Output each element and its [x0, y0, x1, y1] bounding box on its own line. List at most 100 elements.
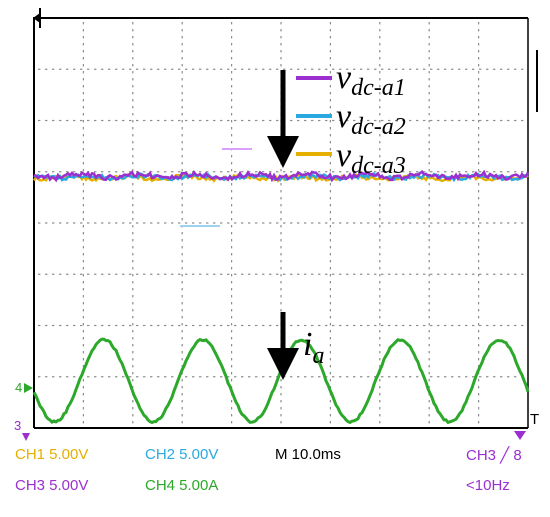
grid-dot — [181, 155, 183, 158]
grid-dot — [150, 119, 153, 122]
grid-dot — [329, 316, 331, 319]
grid-dot — [82, 169, 84, 172]
grid-dot — [479, 222, 482, 224]
grid-dot — [231, 225, 233, 228]
grid-dot — [164, 222, 167, 224]
grid-dot — [379, 36, 381, 39]
grid-dot — [329, 50, 331, 53]
grid-dot — [379, 225, 381, 228]
grid-dot — [360, 119, 363, 122]
grid-dot — [428, 85, 430, 88]
grid-dot — [82, 148, 84, 151]
grid-dot — [181, 197, 183, 200]
grid-dot — [82, 155, 84, 158]
grid-dot — [478, 78, 480, 81]
grid-dot — [220, 68, 223, 70]
grid-dot — [231, 162, 233, 165]
grid-dot — [231, 253, 233, 256]
grid-dot — [241, 273, 244, 275]
grid-dot — [181, 260, 183, 263]
ch1-scale-readout: CH1 5.00V — [15, 446, 89, 463]
grid-dot — [122, 376, 125, 378]
grid-dot — [428, 253, 430, 256]
grid-dot — [185, 171, 188, 173]
grid-dot — [73, 222, 76, 224]
grid-dot — [339, 376, 342, 378]
grid-dot — [479, 68, 482, 70]
grid-dot — [329, 169, 331, 172]
grid-dot — [52, 324, 55, 327]
grid-dot — [329, 211, 331, 214]
grid-dot — [82, 71, 84, 74]
grid-dot — [428, 134, 430, 137]
grid-dot — [478, 407, 480, 410]
grid-dot — [199, 273, 202, 275]
grid-dot — [38, 324, 41, 327]
grid-dot — [143, 376, 146, 378]
grid-dot — [181, 351, 183, 354]
grid-dot — [329, 99, 331, 102]
grid-dot — [478, 246, 480, 249]
grid-dot — [73, 119, 76, 122]
grid-dot — [478, 204, 480, 207]
grid-dot — [59, 119, 62, 122]
grid-dot — [82, 190, 84, 193]
grid-dot — [478, 344, 480, 347]
grid-dot — [181, 309, 183, 312]
grid-dot — [379, 169, 381, 172]
grid-dot — [379, 204, 381, 207]
grid-dot — [255, 273, 258, 275]
grid-dot — [132, 246, 134, 249]
grid-dot — [181, 323, 183, 326]
grid-dot — [231, 211, 233, 214]
grid-dot — [280, 64, 282, 67]
grid-dot — [478, 127, 480, 130]
grid-dot — [231, 169, 233, 172]
grid-dot — [360, 222, 363, 224]
grid-dot — [108, 273, 111, 275]
grid-dot — [346, 273, 349, 275]
grid-dot — [379, 288, 381, 291]
grid-dot — [329, 36, 331, 39]
grid-dot — [185, 273, 188, 275]
grid-dot — [332, 119, 335, 122]
grid-dot — [428, 260, 430, 263]
grid-dot — [280, 386, 282, 389]
grid-dot — [329, 85, 331, 88]
grid-dot — [304, 222, 307, 224]
grid-dot — [132, 134, 134, 137]
grid-dot — [227, 376, 230, 378]
grid-dot — [465, 273, 468, 275]
grid-dot — [66, 171, 69, 173]
grid-dot — [132, 239, 134, 242]
grid-dot — [132, 358, 134, 361]
grid-dot — [379, 260, 381, 263]
grid-dot — [220, 324, 223, 327]
grid-dot — [329, 281, 331, 284]
grid-dot — [428, 414, 430, 417]
grid-dot — [255, 171, 258, 173]
grid-dot — [379, 316, 381, 319]
grid-dot — [82, 421, 84, 424]
grid-dot — [353, 324, 356, 327]
grid-dot — [82, 400, 84, 403]
grid-dot — [428, 78, 430, 81]
grid-dot — [379, 134, 381, 137]
grid-dot — [132, 232, 134, 235]
grid-dot — [493, 376, 496, 378]
grid-dot — [45, 376, 48, 378]
grid-dot — [329, 204, 331, 207]
grid-dot — [132, 337, 134, 340]
grid-dot — [379, 211, 381, 214]
grid-dot — [428, 386, 430, 389]
grid-dot — [280, 183, 282, 186]
grid-dot — [132, 113, 134, 116]
grid-dot — [231, 351, 233, 354]
grid-dot — [379, 344, 381, 347]
grid-dot — [428, 421, 430, 424]
grid-dot — [379, 239, 381, 242]
grid-dot — [82, 302, 84, 305]
grid-dot — [82, 407, 84, 410]
grid-dot — [486, 68, 489, 70]
grid-dot — [157, 119, 160, 122]
